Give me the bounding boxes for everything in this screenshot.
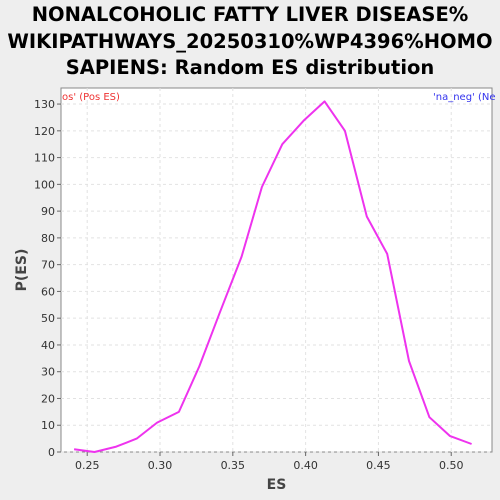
y-tick-label: 0	[48, 446, 55, 459]
y-tick-label: 20	[41, 392, 55, 405]
legend-pos-es: os' (Pos ES)	[62, 92, 120, 103]
y-tick-label: 80	[41, 232, 55, 245]
x-tick-label: 0.25	[75, 459, 100, 472]
x-axis-label: ES	[267, 477, 287, 493]
y-tick-label: 10	[41, 419, 55, 432]
x-tick-label: 0.30	[148, 459, 173, 472]
legend-neg-es: 'na_neg' (Ne	[433, 92, 496, 103]
series-layer	[73, 100, 472, 453]
x-tick-label: 0.50	[439, 459, 464, 472]
y-tick-label: 50	[41, 312, 55, 325]
y-tick-label: 60	[41, 285, 55, 298]
y-tick-label: 90	[41, 205, 55, 218]
x-tick-label: 0.35	[221, 459, 246, 472]
chart-title-line-1: NONALCOHOLIC FATTY LIVER DISEASE%	[31, 3, 469, 26]
chart-title: NONALCOHOLIC FATTY LIVER DISEASE% WIKIPA…	[0, 2, 500, 82]
y-tick-label: 130	[34, 98, 55, 111]
x-tick-label: 0.45	[366, 459, 391, 472]
x-tick-label: 0.40	[293, 459, 318, 472]
y-tick-label: 110	[34, 152, 55, 165]
plot-background	[60, 87, 493, 453]
chart-title-line-2: WIKIPATHWAYS_20250310%WP4396%HOMO	[7, 29, 493, 53]
y-tick-label: 30	[41, 366, 55, 379]
series-line	[73, 100, 472, 453]
y-axis-label: P(ES)	[14, 249, 30, 292]
y-tick-label: 40	[41, 339, 55, 352]
axes: 0 10 20 30 40 50 60 70 80 90 100 110 120 130 0.25 0.30 0…	[34, 98, 463, 472]
y-tick-label: 70	[41, 259, 55, 272]
grid-lines	[61, 88, 492, 453]
chart-title-line-3: SAPIENS: Random ES distribution	[65, 56, 435, 79]
y-tick-label: 100	[34, 178, 55, 191]
y-tick-label: 120	[34, 125, 55, 138]
